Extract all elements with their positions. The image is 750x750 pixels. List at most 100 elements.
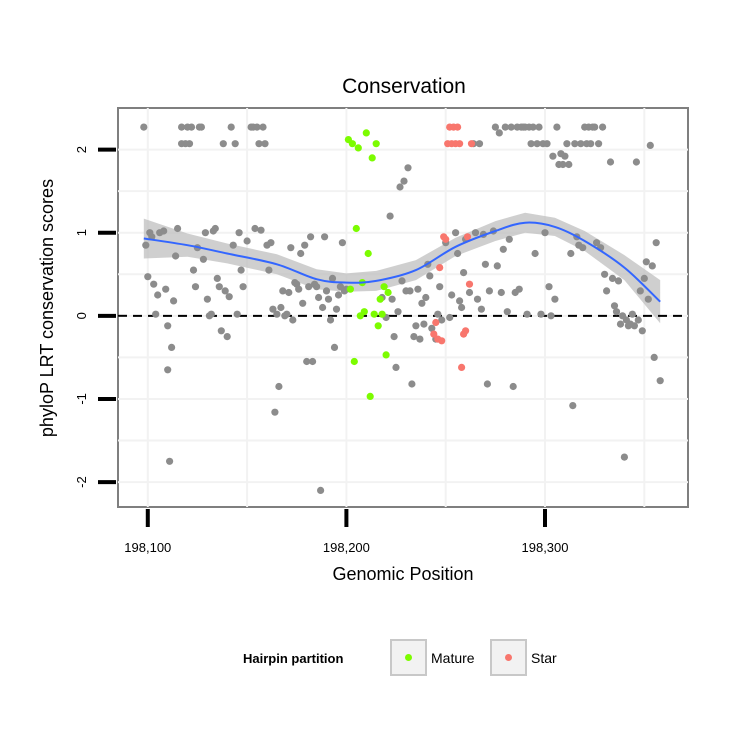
point-mature	[384, 288, 392, 297]
point-other	[616, 320, 625, 328]
point-other	[603, 287, 611, 295]
x-tick-label: 198,200	[323, 540, 370, 555]
point-other	[398, 277, 406, 285]
point-other	[219, 140, 227, 148]
point-other	[154, 291, 162, 299]
x-axis: 198,100 198,200 198,300	[124, 509, 569, 555]
point-mature	[366, 392, 374, 400]
point-other	[277, 303, 285, 312]
point-other	[150, 280, 158, 288]
point-other	[503, 308, 511, 316]
point-other	[174, 224, 182, 233]
point-other	[454, 249, 462, 258]
point-other	[203, 295, 211, 303]
legend-label-star: Star	[531, 650, 557, 666]
point-other	[164, 322, 172, 330]
point-other	[321, 233, 329, 241]
point-other	[273, 310, 281, 318]
y-axis-label: phyloP LRT conservation scores	[37, 179, 57, 437]
point-other	[406, 287, 414, 295]
point-other	[491, 123, 499, 131]
confidence-ribbon	[143, 212, 661, 324]
legend: Hairpin partition Mature Star	[243, 639, 557, 676]
point-mature	[374, 322, 382, 330]
point-other	[201, 229, 209, 237]
point-other	[259, 123, 267, 131]
smooth-trend-line	[143, 221, 661, 303]
point-other	[197, 123, 205, 131]
point-other	[541, 229, 549, 237]
point-star	[438, 337, 446, 345]
point-other	[537, 310, 545, 318]
point-other	[599, 123, 607, 131]
point-mature	[346, 285, 354, 293]
point-other	[313, 283, 321, 291]
y-tick-label: -1	[74, 393, 89, 405]
data-points	[140, 123, 664, 494]
point-other	[640, 274, 648, 282]
point-star	[467, 140, 476, 148]
point-other	[400, 177, 408, 185]
point-other	[225, 293, 233, 301]
point-other	[213, 274, 221, 282]
point-star	[454, 123, 462, 131]
legend-label-mature: Mature	[431, 650, 475, 666]
point-other	[656, 377, 664, 385]
point-other	[279, 287, 287, 295]
point-other	[456, 297, 464, 305]
point-other	[475, 140, 484, 148]
point-other	[271, 408, 279, 416]
point-mature	[376, 295, 384, 303]
point-mature	[380, 283, 388, 291]
point-other	[642, 258, 650, 266]
legend-key-mature	[390, 639, 427, 676]
point-other	[265, 266, 273, 274]
point-mature	[354, 144, 362, 152]
point-other	[166, 457, 174, 465]
point-other	[243, 237, 251, 245]
point-other	[630, 322, 639, 330]
point-other	[275, 382, 283, 391]
point-other	[207, 310, 215, 318]
point-other	[436, 283, 444, 291]
point-mature	[378, 310, 386, 318]
point-other	[189, 266, 198, 274]
point-other	[239, 283, 247, 291]
point-other	[644, 295, 652, 303]
point-other	[493, 262, 501, 270]
point-other	[307, 233, 315, 241]
point-other	[628, 310, 637, 318]
x-axis-label: Genomic Position	[332, 564, 473, 584]
point-star	[458, 363, 466, 371]
point-mature	[370, 310, 378, 318]
point-other	[547, 312, 555, 320]
point-other	[303, 357, 311, 366]
point-other	[388, 295, 396, 303]
point-other	[614, 277, 623, 285]
point-other	[593, 239, 601, 247]
point-mature	[382, 351, 390, 359]
point-other	[386, 212, 394, 220]
point-other	[170, 297, 178, 305]
point-other	[501, 123, 509, 131]
point-other	[563, 140, 571, 148]
point-other	[523, 310, 531, 318]
point-other	[229, 241, 237, 249]
point-other	[317, 486, 325, 494]
point-other	[267, 239, 275, 247]
legend-entry-mature: Mature	[390, 639, 475, 676]
point-other	[251, 224, 259, 233]
legend-title: Hairpin partition	[243, 651, 343, 666]
point-other	[483, 380, 491, 388]
point-other	[215, 283, 223, 291]
point-other	[465, 288, 474, 297]
point-mature	[348, 140, 356, 148]
point-other	[285, 288, 293, 297]
point-other	[587, 140, 595, 148]
point-other	[412, 322, 420, 330]
point-other	[422, 293, 430, 302]
point-other	[529, 123, 537, 131]
point-other	[299, 299, 307, 307]
point-other	[338, 239, 346, 247]
point-other	[172, 252, 180, 260]
